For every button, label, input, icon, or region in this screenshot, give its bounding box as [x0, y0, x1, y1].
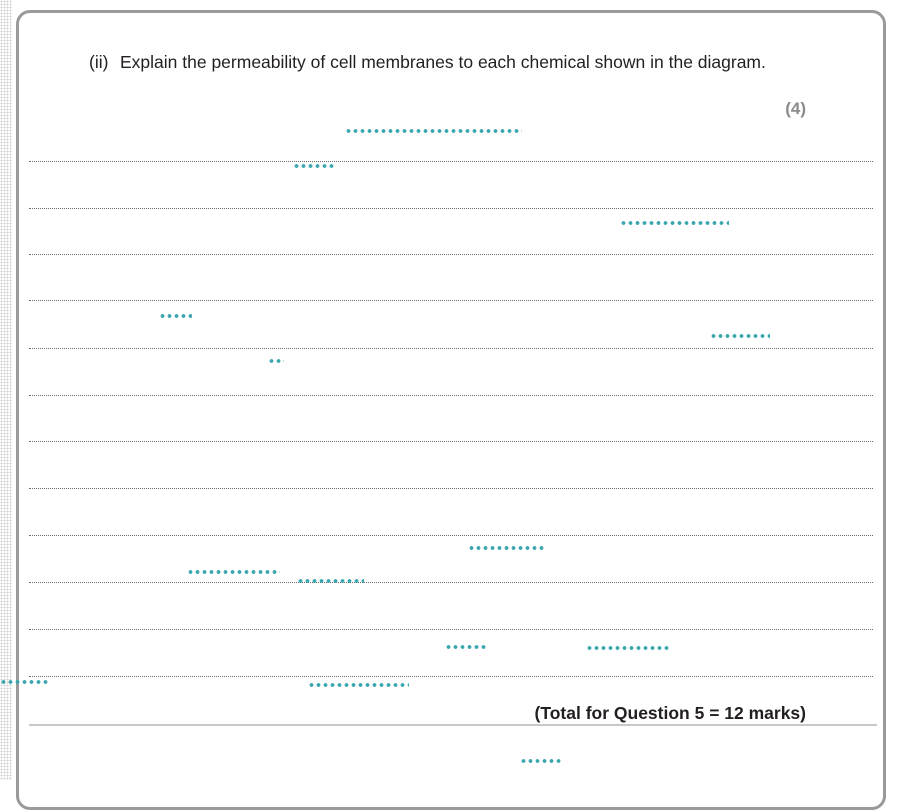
question-number: (ii)	[89, 52, 109, 72]
teal-dot-marks	[187, 569, 280, 575]
answer-line[interactable]	[29, 535, 873, 536]
teal-dot-marks	[520, 758, 562, 764]
teal-dot-marks	[710, 333, 770, 339]
answer-line[interactable]	[29, 161, 873, 162]
answer-line[interactable]	[29, 488, 873, 489]
question-text: Explain the permeability of cell membran…	[120, 52, 766, 72]
teal-dot-marks	[345, 128, 522, 134]
teal-dot-marks	[468, 545, 545, 551]
teal-dot-marks	[445, 644, 487, 650]
marks-available: (4)	[785, 99, 806, 118]
teal-dot-marks	[620, 220, 729, 226]
answer-line[interactable]	[29, 348, 873, 349]
answer-line[interactable]	[29, 395, 873, 396]
page-edge-pattern	[0, 0, 12, 780]
answer-line[interactable]	[29, 629, 873, 630]
answer-line[interactable]	[29, 582, 873, 583]
teal-dot-marks	[0, 679, 48, 685]
teal-dot-marks	[293, 163, 335, 169]
answer-line[interactable]	[29, 208, 873, 209]
teal-dot-marks	[308, 682, 409, 688]
answer-line[interactable]	[29, 254, 873, 255]
answer-line[interactable]	[29, 441, 873, 442]
teal-dot-marks	[268, 358, 284, 364]
answer-line[interactable]	[29, 676, 873, 677]
question-prompt: (ii) Explain the permeability of cell me…	[89, 50, 769, 74]
question-total-marks: (Total for Question 5 = 12 marks)	[534, 703, 806, 723]
teal-dot-marks	[586, 645, 670, 651]
section-divider	[29, 724, 877, 726]
teal-dot-marks	[159, 313, 192, 319]
teal-dot-marks	[297, 578, 364, 584]
answer-line[interactable]	[29, 300, 873, 301]
